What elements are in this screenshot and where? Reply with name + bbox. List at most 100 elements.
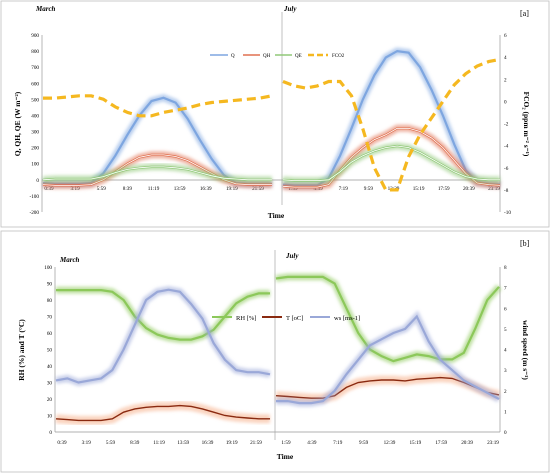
x-tick-label: 11:19 <box>153 440 165 446</box>
y2-tick-label: 4 <box>504 348 507 354</box>
y2-tick-label: 5 <box>504 327 507 333</box>
legend-qh-label: QH <box>263 54 271 59</box>
x-tick-label: 5:59 <box>106 440 116 446</box>
y-tick-label: -200 <box>29 210 39 216</box>
chart-b-x-ticks: 0:39 3:19 5:59 8:39 11:19 13:59 16:39 19:19 21:5… <box>57 440 499 446</box>
x-tick-label: 11:19 <box>148 186 160 192</box>
series-qh-march-inner <box>42 154 272 186</box>
y-tick-label: 30 <box>47 381 53 387</box>
x-tick-label: 7:19 <box>339 186 349 192</box>
chart-b-y2label: wind speed (m s⁻¹) <box>521 320 530 380</box>
x-tick-label: 9:59 <box>359 440 369 446</box>
y2-tick-label: -2 <box>504 122 509 128</box>
series-fco2-march <box>43 94 273 118</box>
x-tick-label: 21:59 <box>250 440 262 446</box>
series-t-oc-march <box>55 404 270 422</box>
series-ws-ms-1-march <box>55 288 271 384</box>
y-tick-label: 20 <box>47 397 53 403</box>
series-rh-march <box>56 289 270 341</box>
y-tick-label: 300 <box>31 130 39 136</box>
chart-a-y2label: FCO₂ (ppm m⁻² s⁻¹) <box>522 92 531 157</box>
series-rh-july <box>275 275 500 363</box>
chart-b-month-march: March <box>59 256 80 264</box>
legend-rh-label: RH [%] <box>236 315 256 322</box>
y-tick-label: 0 <box>36 178 39 184</box>
x-tick-label: 3:19 <box>82 440 92 446</box>
x-tick-label: 15:19 <box>409 440 421 446</box>
x-tick-label: 16:39 <box>202 440 214 446</box>
x-tick-label: 1:59 <box>281 440 291 446</box>
x-tick-label: 12:39 <box>384 440 396 446</box>
y-tick-label: 70 <box>47 315 53 321</box>
y2-tick-label: 2 <box>504 77 507 83</box>
y2-tick-label: 1 <box>504 409 507 415</box>
y-tick-label: 700 <box>31 65 39 71</box>
legend-q-label: Q <box>231 54 235 59</box>
series-t-oc-march-glow <box>55 401 270 425</box>
y-tick-label: 100 <box>31 162 39 168</box>
chart-a-xlabel: Time <box>268 211 285 220</box>
x-tick-label: 17:59 <box>435 440 447 446</box>
y2-tick-label: 2 <box>504 389 507 395</box>
series-q-march <box>42 96 272 185</box>
x-tick-label: 23:19 <box>488 186 500 192</box>
chart-a-y-ticks: 900 800 700 600 500 400 300 200 100 0 -100 -200 <box>29 33 39 216</box>
chart-b-ylabel: RH (%) and T (°C) <box>17 319 26 381</box>
y-tick-label: 800 <box>31 49 39 55</box>
series-q-march-glow <box>42 94 272 188</box>
chart-b-legend: RH [%] T [oC] ws [ms-1] <box>212 315 360 322</box>
x-tick-label: 20:39 <box>461 440 473 446</box>
chart-b-month-july: July <box>285 252 299 260</box>
chart-a-y2-ticks: 6 4 2 0 -2 -4 -6 -8 -10 <box>504 33 511 216</box>
chart-a-x-ticks: 0:39 3:19 5:59 8:39 11:19 13:59 16:39 19:19 21:5… <box>44 186 500 192</box>
series-ws-ms-1-july <box>276 314 500 405</box>
x-tick-label: 16:39 <box>200 186 212 192</box>
y2-tick-label: 6 <box>504 33 507 39</box>
y-tick-label: -100 <box>29 194 39 200</box>
y-tick-label: 90 <box>47 282 53 288</box>
y2-tick-label: 0 <box>504 99 507 105</box>
x-tick-label: 0:39 <box>44 186 54 192</box>
legend-t-label: T [oC] <box>286 315 303 322</box>
x-tick-label: 8:39 <box>130 440 140 446</box>
chart-a-month-july: July <box>283 5 297 13</box>
x-tick-label: 0:39 <box>57 440 67 446</box>
x-tick-label: 4:39 <box>307 440 317 446</box>
y2-tick-label: -10 <box>504 210 511 216</box>
series-qe-july-inner <box>282 145 500 181</box>
chart-a-legend: Q QH QE FCO2 <box>210 53 345 59</box>
x-tick-label: 13:59 <box>174 186 186 192</box>
panel-a-label: [a] <box>520 9 529 18</box>
chart-a-month-march: March <box>35 5 56 13</box>
legend-fco2-label: FCO2 <box>332 54 345 59</box>
y2-tick-label: 3 <box>504 368 507 374</box>
y-tick-label: 60 <box>47 331 53 337</box>
x-tick-label: 23:19 <box>487 440 499 446</box>
x-tick-label: 21:59 <box>252 186 264 192</box>
y2-tick-label: 4 <box>504 55 507 61</box>
chart-a-ylabel: Q, QH, QE (W m⁻²) <box>13 91 22 156</box>
y-tick-label: 100 <box>44 265 52 271</box>
series-qe-july-glow <box>282 142 500 185</box>
y-tick-label: 400 <box>31 113 39 119</box>
chart-a-series <box>42 47 501 192</box>
x-tick-label: 19:19 <box>226 440 238 446</box>
x-tick-label: 15:19 <box>413 186 425 192</box>
chart-b-xlabel: Time <box>277 452 294 461</box>
y2-tick-label: -8 <box>504 188 509 194</box>
y-tick-label: 40 <box>47 364 53 370</box>
panel-b-frame <box>0 230 550 473</box>
y-tick-label: 200 <box>31 146 39 152</box>
series-qe-march-glow <box>42 163 272 184</box>
y-tick-label: 80 <box>47 298 53 304</box>
series-qh-july-inner <box>282 127 501 188</box>
y2-tick-label: -6 <box>504 166 509 172</box>
chart-b-y2-ticks: 8 7 6 5 4 3 2 1 0 <box>504 265 507 436</box>
y-tick-label: 50 <box>47 348 53 354</box>
y-tick-label: 10 <box>47 414 53 420</box>
legend-qe-label: QE <box>295 54 302 59</box>
y-tick-label: 0 <box>49 430 52 436</box>
